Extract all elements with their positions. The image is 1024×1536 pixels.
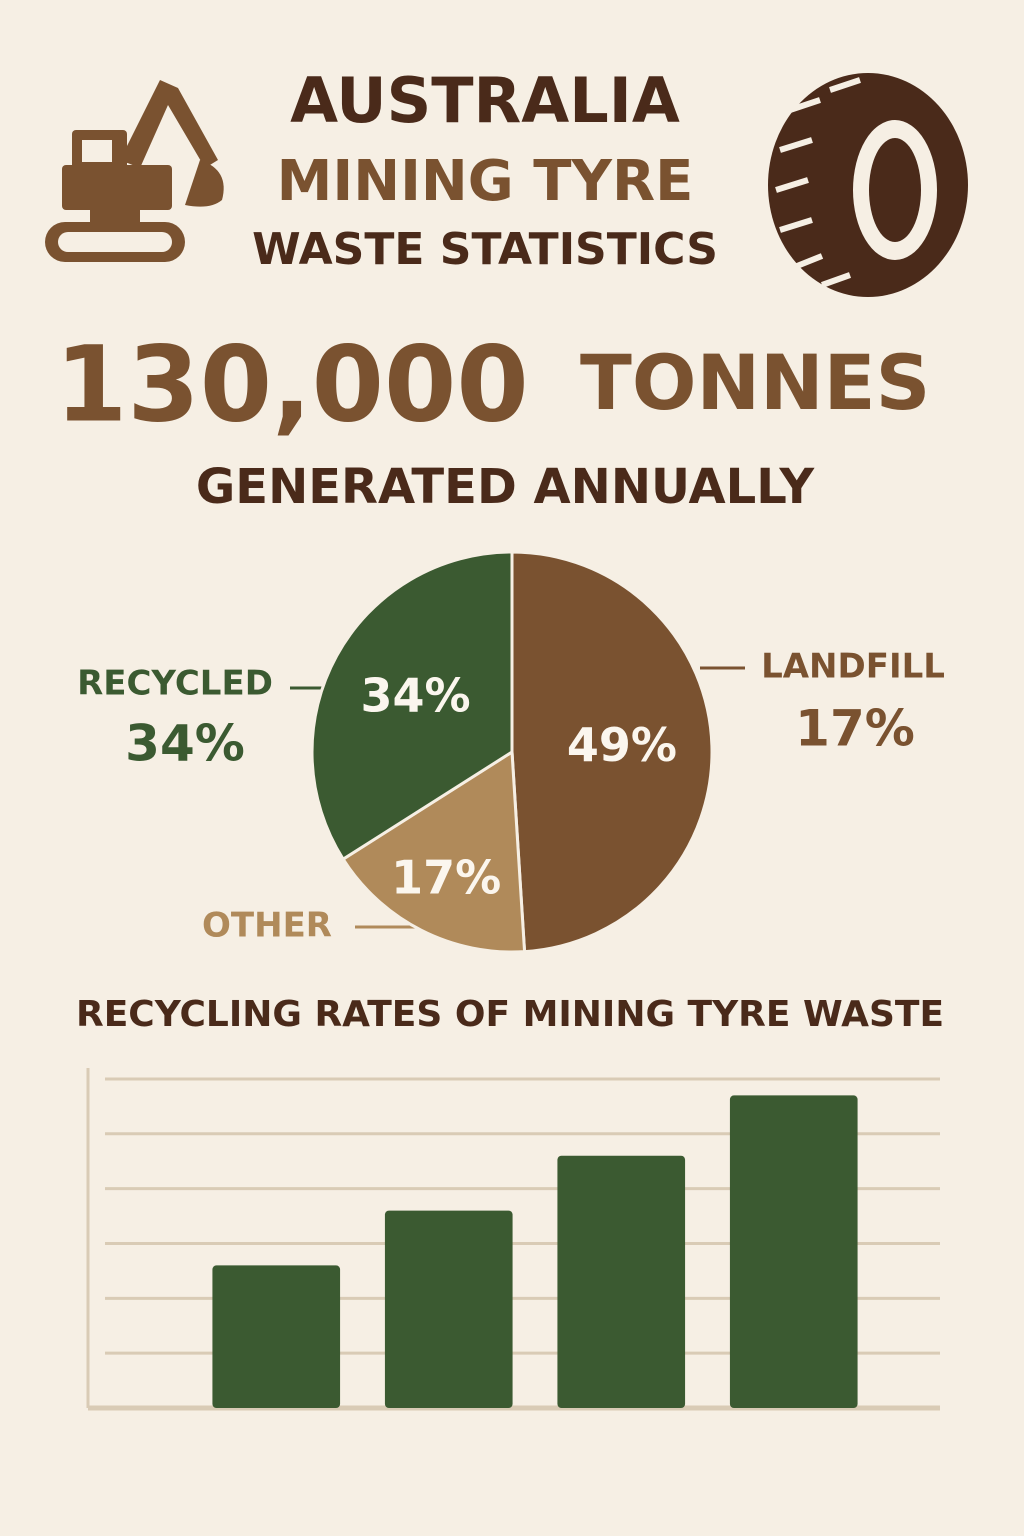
title-line: WASTE STATISTICS <box>252 224 718 275</box>
tyre-icon <box>768 73 968 297</box>
slice-label: 34% <box>361 669 471 723</box>
headline-number: 130,000 <box>55 323 529 445</box>
bar <box>557 1155 686 1408</box>
bar <box>384 1210 513 1408</box>
callout-category: LANDFILL <box>761 647 945 687</box>
title-line: AUSTRALIA <box>290 64 680 137</box>
headline-unit: TONNES <box>580 338 930 427</box>
leader-lines <box>290 666 745 929</box>
bar <box>212 1265 341 1408</box>
callout-category: OTHER <box>202 906 332 946</box>
callout-value: 17% <box>795 700 915 758</box>
slice-label: 49% <box>567 718 677 772</box>
pie-slice <box>310 550 514 862</box>
callout-category: RECYCLED <box>77 664 273 704</box>
pie-slice <box>510 550 714 954</box>
headline-caption: GENERATED ANNUALLY <box>196 459 815 515</box>
bar <box>729 1095 858 1408</box>
slice-label: 17% <box>391 851 501 905</box>
pie-slice <box>341 749 527 954</box>
excavator-icon <box>45 80 224 262</box>
title-line: MINING TYRE <box>277 149 694 214</box>
chart-title: RECYCLING RATES OF MINING TYRE WASTE <box>76 994 944 1035</box>
callout-value: 34% <box>125 715 245 773</box>
